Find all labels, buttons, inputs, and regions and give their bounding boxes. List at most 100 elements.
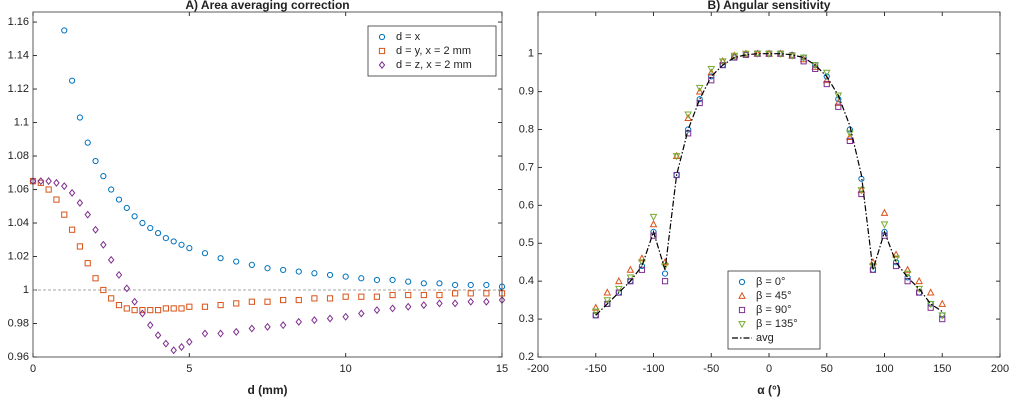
y-tick-label: 0.2 [519,351,534,363]
point [903,270,912,278]
y-tick-label: 1.08 [8,150,29,162]
point [45,186,52,193]
avg-line [595,53,943,316]
point [695,87,704,95]
point [92,275,99,282]
point [123,204,130,212]
point [358,309,365,318]
legend-label: avg [756,332,774,344]
point [389,304,396,313]
point [108,295,115,302]
x-tick-label: -100 [642,363,664,375]
point [880,208,889,216]
point [685,126,692,133]
point [892,255,900,263]
point [326,271,334,279]
point [233,258,240,265]
point [76,198,84,207]
point [358,293,365,300]
y-tick-label: 0.98 [8,317,29,329]
point [201,303,209,310]
y-tick-label: 0.6 [519,199,534,211]
point [123,305,130,312]
point [603,288,612,296]
point [108,186,115,193]
legend-swatch [738,291,746,299]
point [162,339,170,348]
point [178,342,185,351]
point [139,219,146,227]
x-axis-label: d (mm) [248,383,288,397]
x-tick-label: 0 [30,363,36,375]
x-tick-label: 50 [821,363,833,375]
y-tick-label: 0.96 [8,351,29,363]
point [718,58,727,66]
point [405,291,412,299]
point [154,331,162,340]
point [926,288,935,296]
point [591,303,600,311]
point [342,312,349,321]
y-tick-label: 0.9 [519,86,534,98]
point [264,298,271,305]
point [123,284,131,293]
point [178,305,185,312]
point [342,293,349,300]
point [661,270,669,277]
point [834,98,843,106]
point [115,301,123,309]
point [420,280,427,287]
point [869,263,877,271]
point [834,92,843,100]
point [92,225,99,234]
point [295,268,302,275]
point [279,321,287,330]
point [915,276,923,285]
point [68,77,76,84]
point [811,62,820,70]
point [591,308,600,316]
point [154,229,162,237]
y-tick-label: 0.8 [519,123,534,135]
point [903,265,912,273]
point [131,297,138,306]
point [846,130,854,138]
point [938,299,947,307]
x-tick-label: -200 [527,363,549,375]
point [201,250,209,257]
y-tick-label: 0.7 [519,161,534,173]
point [708,73,715,80]
x-axis-label: α (°) [757,383,781,397]
point [162,305,169,312]
x-tick-label: 5 [186,363,192,375]
point [869,257,877,266]
point [326,295,334,302]
legend-swatch [738,306,746,314]
point [68,226,76,233]
point [311,270,318,277]
point [684,111,692,119]
point [707,65,716,74]
point [76,114,84,121]
y-tick-label: 1.14 [8,49,29,61]
chart-title: A) Area averaging correction [185,0,349,12]
point [673,171,680,179]
point [76,243,84,250]
point [232,327,240,336]
point [233,300,240,307]
point [615,276,623,285]
point [326,314,334,323]
point [467,281,474,289]
point [295,317,303,326]
point [823,73,830,80]
point [420,301,428,310]
point [154,307,162,314]
legend-label: d = x [396,31,421,43]
point [201,329,209,338]
point [92,157,99,165]
point [452,281,459,289]
point [373,276,381,284]
point [846,137,853,145]
point [638,262,646,270]
